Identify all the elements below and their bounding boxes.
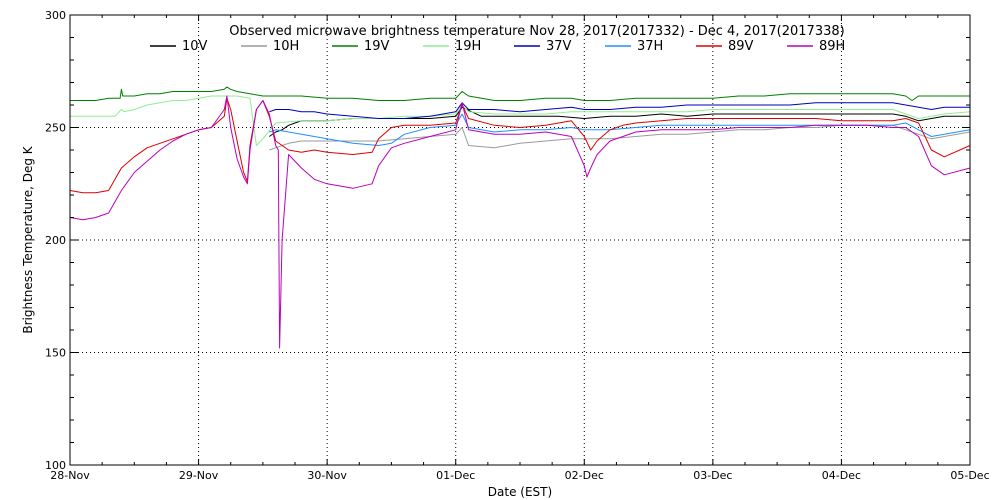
x-tick-label: 02-Dec [565, 469, 604, 482]
x-tick-label: 03-Dec [693, 469, 732, 482]
x-axis-title: Date (EST) [488, 485, 552, 499]
y-tick-label: 200 [45, 234, 66, 247]
legend-label-37v: 37V [546, 39, 572, 54]
legend-label-10v: 10V [182, 39, 208, 54]
legend-label-89v: 89V [728, 39, 754, 54]
y-tick-label: 150 [45, 347, 66, 360]
y-axis-title: Brightness Temperature, Deg K [21, 145, 35, 333]
series-line-19v [70, 86, 970, 101]
y-tick-label: 300 [45, 9, 66, 22]
x-tick-label: 28-Nov [50, 469, 90, 482]
legend-label-19v: 19V [364, 39, 390, 54]
x-tick-label: 05-Dec [950, 469, 989, 482]
legend-label-89h: 89H [819, 39, 845, 54]
chart-title: Observed microwave brightness temperatur… [229, 24, 844, 39]
series-line-89h [69, 95, 971, 349]
x-tick-label: 04-Dec [822, 469, 861, 482]
grid-lines [70, 15, 970, 465]
x-tick-label: 29-Nov [179, 469, 219, 482]
legend: 10V 10H 19V 19H 37V 37H 89V 89H [150, 39, 845, 54]
y-tick-label: 250 [45, 122, 66, 135]
axis-ticks [69, 14, 971, 466]
x-tick-label: 30-Nov [307, 469, 347, 482]
legend-label-37h: 37H [637, 39, 663, 54]
tick-labels: 28-Nov 29-Nov 30-Nov 01-Dec 02-Dec 03-Dec 04-D… [45, 9, 990, 482]
legend-label-10h: 10H [273, 39, 299, 54]
series-line-19h [70, 95, 971, 146]
legend-label-19h: 19H [455, 39, 481, 54]
y-tick-label: 100 [45, 459, 66, 472]
series-line-37v [269, 102, 970, 119]
series-lines [69, 86, 971, 349]
x-tick-label: 01-Dec [436, 469, 475, 482]
